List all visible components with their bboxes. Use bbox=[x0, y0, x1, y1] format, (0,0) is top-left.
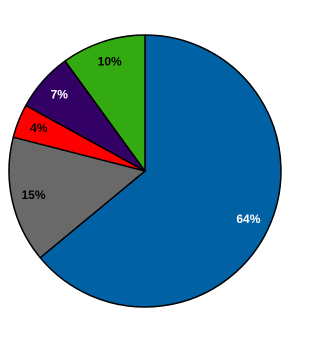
chart: 64% 15% 4% 7% 10% bbox=[8, 34, 282, 308]
data-label: 7% bbox=[51, 88, 69, 102]
data-label: 4% bbox=[30, 121, 48, 135]
data-label: 10% bbox=[98, 55, 122, 69]
pie-slice bbox=[8, 136, 146, 259]
data-label: 15% bbox=[21, 188, 45, 202]
pie-slice bbox=[64, 34, 146, 172]
pie-slice bbox=[39, 34, 282, 308]
data-label: 64% bbox=[236, 212, 260, 226]
